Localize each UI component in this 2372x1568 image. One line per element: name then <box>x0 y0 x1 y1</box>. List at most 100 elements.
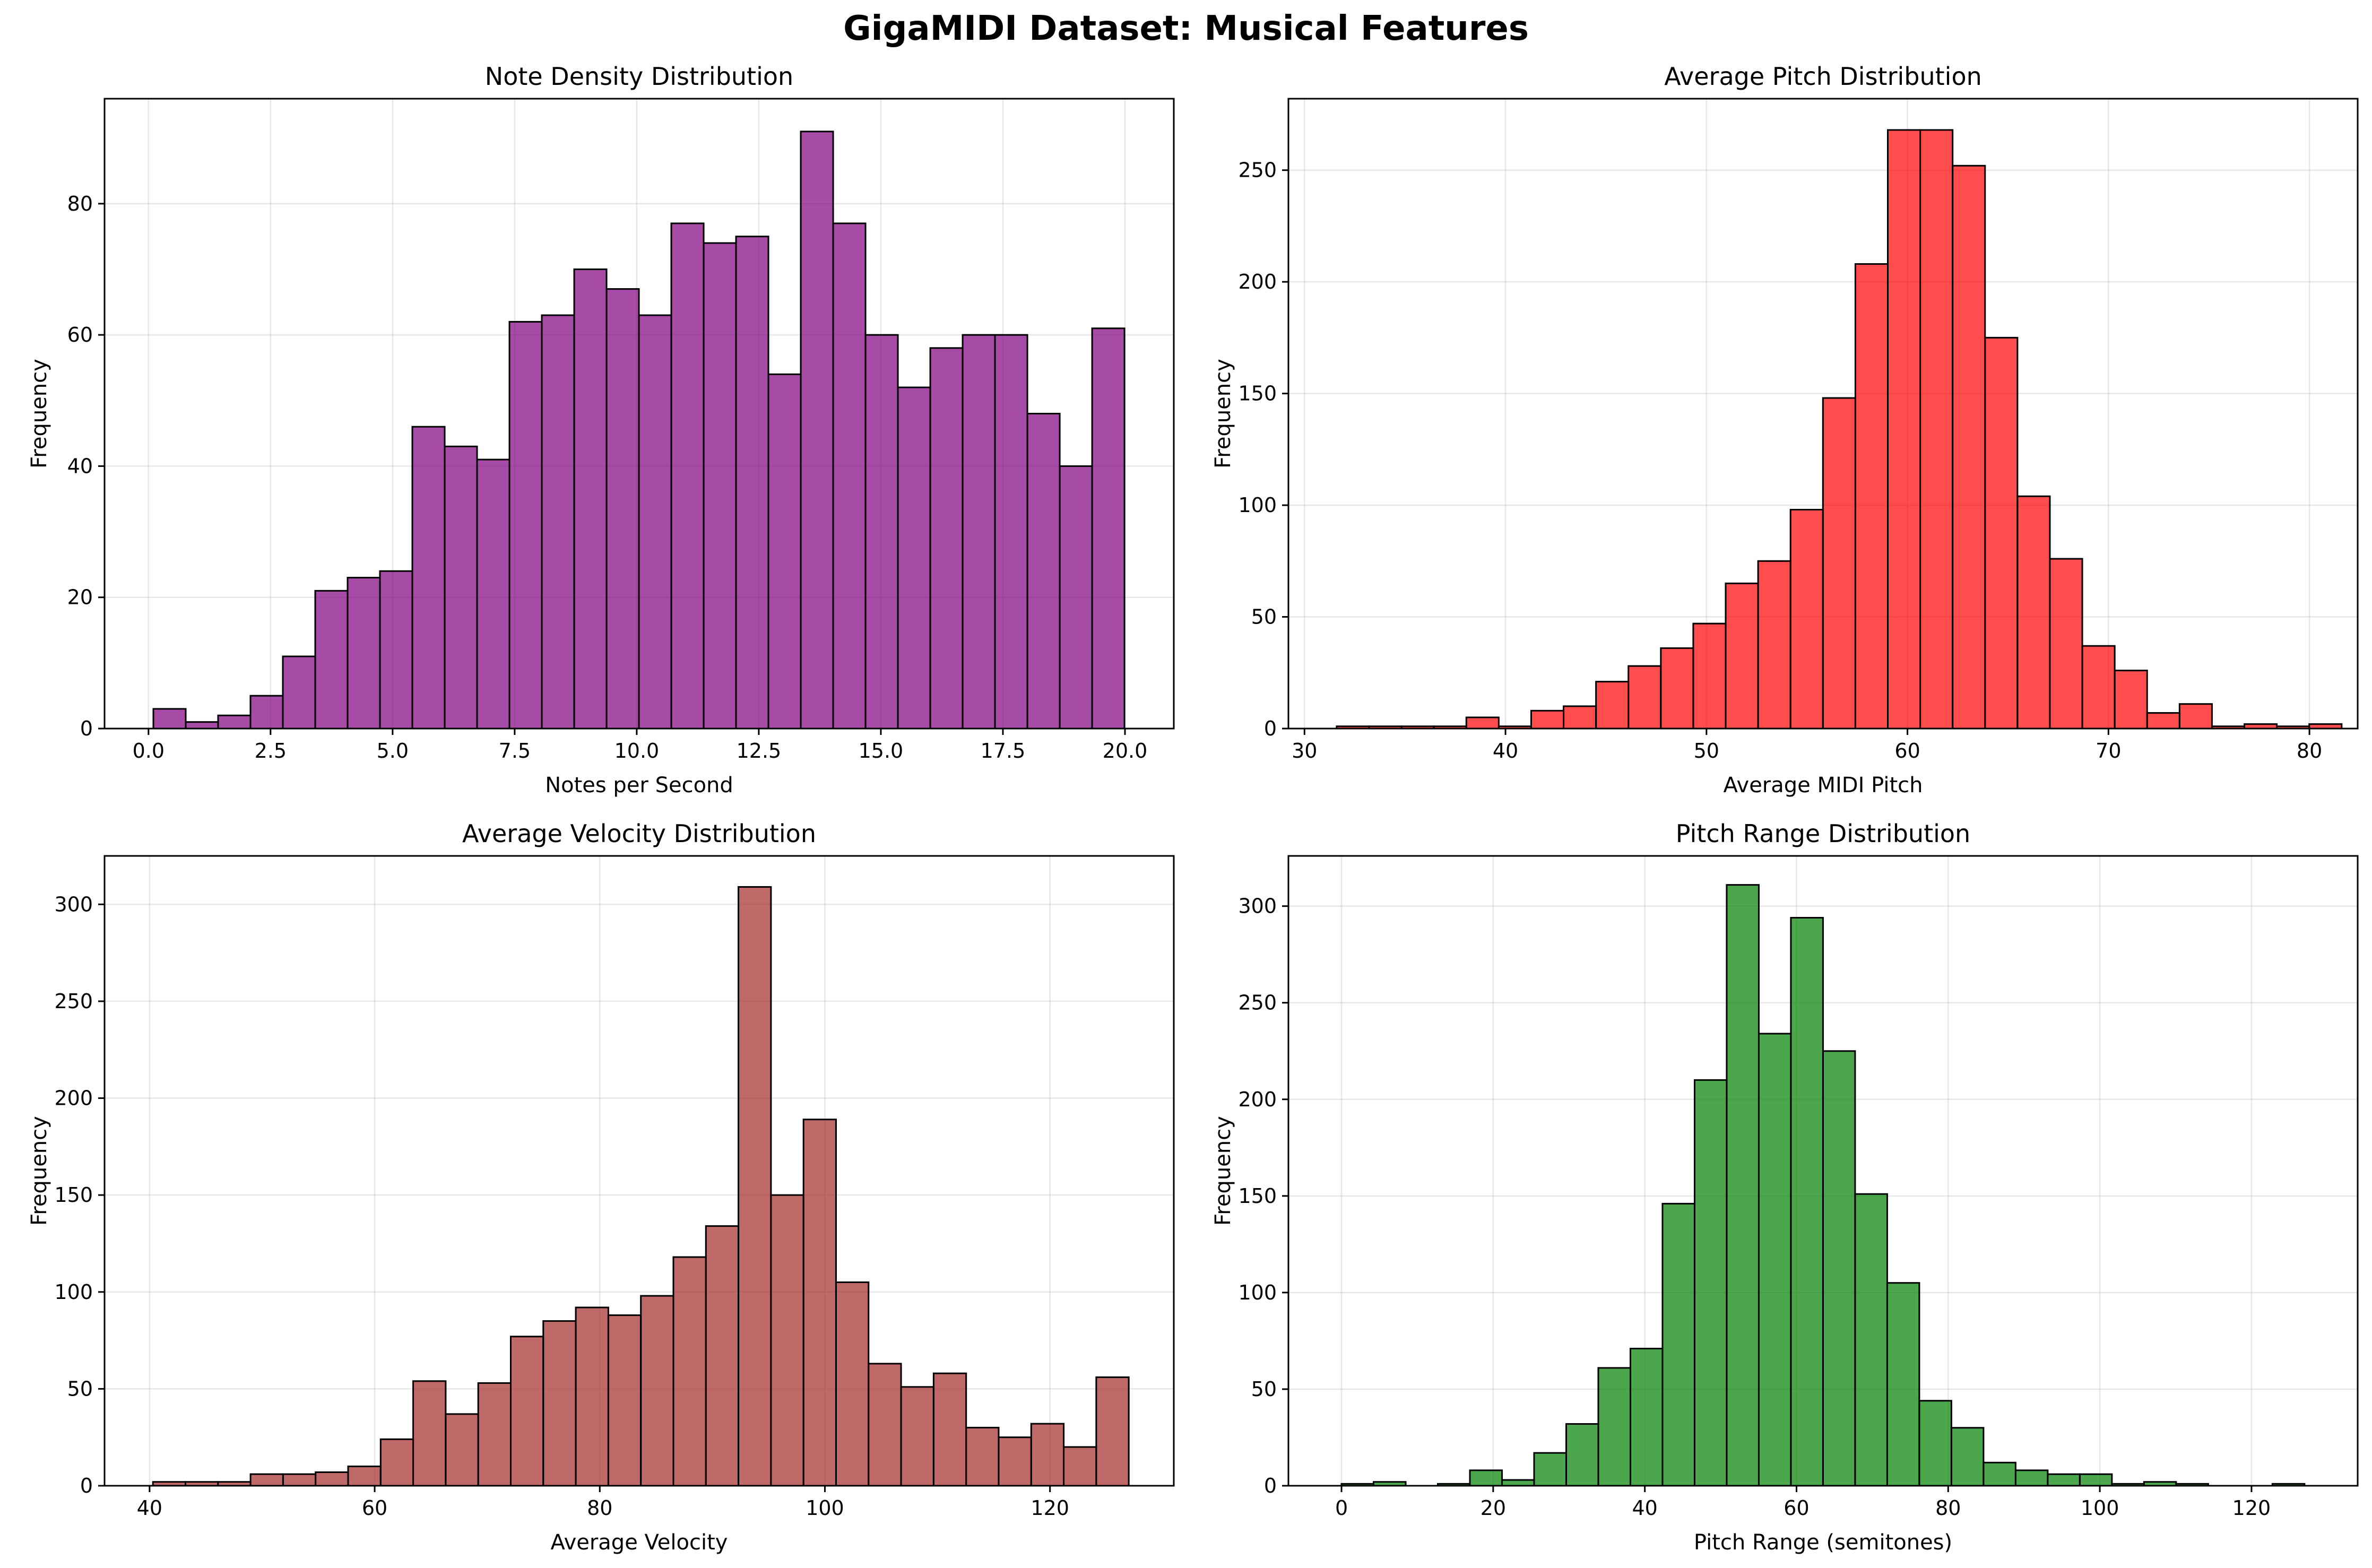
note-density-ytick-label: 0 <box>80 717 93 740</box>
note-density-bar <box>767 373 802 730</box>
pitch-range-bar <box>1661 1202 1695 1487</box>
pitch-range-bar <box>1533 1452 1567 1487</box>
average-velocity-bar <box>575 1306 609 1487</box>
average-velocity-ytick-label: 150 <box>54 1183 93 1207</box>
average-velocity-bar <box>445 1413 479 1487</box>
pitch-range-chart: 0 20 40 60 80 100 120 0 50 100 150 200 250 300 Pitch R… <box>1211 819 2359 1555</box>
note-density-xtick-label: 5.0 <box>377 739 409 763</box>
pitch-range-bar <box>1886 1282 1920 1487</box>
average-velocity-bar <box>802 1119 837 1487</box>
average-pitch-bar <box>1465 716 1500 730</box>
average-velocity-ytick-label: 300 <box>54 893 93 916</box>
average-velocity-bar <box>607 1314 642 1487</box>
average-velocity-bar <box>900 1386 934 1487</box>
pitch-range-ylabel: Frequency <box>1211 1116 1235 1226</box>
average-pitch-ytick-label: 250 <box>1238 159 1277 182</box>
note-density-bar <box>994 334 1028 730</box>
average-pitch-bar <box>1563 705 1597 730</box>
note-density-bar <box>444 445 478 730</box>
average-pitch-bar <box>2016 495 2051 730</box>
note-density-ytick-label: 40 <box>67 454 93 478</box>
average-pitch-bar <box>2178 703 2213 730</box>
average-velocity-bar <box>770 1194 804 1487</box>
average-pitch-bar <box>2114 670 2148 730</box>
pitch-range-bar <box>1918 1400 1952 1487</box>
average-velocity-bar <box>1063 1446 1097 1487</box>
average-velocity-chart: 40 60 80 100 120 0 50 100 150 200 250 300 Average Ve… <box>27 819 1175 1555</box>
note-density-bar <box>152 708 187 730</box>
average-pitch-xtick-label: 40 <box>1493 739 1518 763</box>
average-velocity-ytick-label: 100 <box>54 1280 93 1304</box>
average-velocity-bar <box>379 1438 414 1487</box>
average-pitch-xtick-label: 80 <box>2297 739 2322 763</box>
average-pitch-bar <box>1530 709 1565 730</box>
pitch-range-ytick-label: 50 <box>1251 1378 1277 1401</box>
average-velocity-bar <box>347 1465 382 1487</box>
pitch-range-bar <box>1790 917 1824 1487</box>
average-velocity-bar <box>965 1426 1000 1487</box>
note-density-xtick-label: 0.0 <box>133 739 165 763</box>
average-velocity-ytick-label: 200 <box>54 1087 93 1110</box>
average-pitch-title: Average Pitch Distribution <box>1664 62 1982 91</box>
average-pitch-bar <box>1854 263 1889 730</box>
average-velocity-bar <box>835 1281 870 1487</box>
note-density-xlabel: Notes per Second <box>545 773 733 798</box>
pitch-range-bar <box>1726 884 1760 1487</box>
average-pitch-bar <box>1692 622 1727 730</box>
average-pitch-bar <box>1757 560 1791 730</box>
average-velocity-bar <box>932 1372 967 1487</box>
note-density-axes-frame <box>103 98 1175 730</box>
pitch-range-axes-frame <box>1287 855 2359 1487</box>
average-pitch-bar <box>2081 645 2116 730</box>
average-velocity-axes-frame <box>103 855 1175 1487</box>
note-density-ytick-label: 20 <box>67 586 93 609</box>
average-pitch-bar <box>1595 681 1630 730</box>
pitch-range-xtick-label: 100 <box>2081 1496 2119 1520</box>
pitch-range-bar <box>2079 1473 2113 1487</box>
note-density-bar <box>1091 327 1126 730</box>
average-velocity-bar <box>868 1363 902 1487</box>
pitch-range-bar <box>1693 1079 1728 1487</box>
average-velocity-bar <box>282 1473 317 1487</box>
note-density-xtick-label: 10.0 <box>614 739 660 763</box>
note-density-bar <box>929 347 964 730</box>
average-velocity-bar <box>1030 1423 1065 1487</box>
note-density-bar <box>800 131 834 730</box>
pitch-range-ytick-label: 200 <box>1238 1088 1277 1111</box>
average-pitch-bar <box>1952 164 1986 730</box>
average-pitch-ytick-label: 50 <box>1251 605 1277 629</box>
average-velocity-bar <box>738 886 772 1487</box>
average-pitch-bar <box>1984 336 2019 730</box>
pitch-range-xtick-label: 60 <box>1784 1496 1809 1520</box>
note-density-ytick-label: 60 <box>67 323 93 346</box>
average-pitch-bar <box>1627 665 1662 730</box>
average-velocity-xtick-label: 40 <box>137 1496 162 1520</box>
pitch-range-bar <box>1983 1461 2016 1487</box>
average-pitch-xtick-label: 50 <box>1694 739 1719 763</box>
average-pitch-xtick-label: 70 <box>2096 739 2121 763</box>
note-density-bar <box>735 236 769 730</box>
note-density-bar <box>962 334 996 730</box>
pitch-range-bar <box>1854 1193 1888 1487</box>
average-pitch-bar <box>2146 712 2180 730</box>
pitch-range-xtick-label: 20 <box>1481 1496 1506 1520</box>
note-density-bar <box>411 426 446 730</box>
pitch-range-bar <box>1597 1367 1631 1487</box>
average-pitch-ytick-label: 0 <box>1264 717 1277 740</box>
note-density-bar <box>476 458 510 730</box>
note-density-xtick-label: 12.5 <box>737 739 782 763</box>
note-density-xtick-label: 17.5 <box>981 739 1026 763</box>
average-velocity-bar <box>477 1382 512 1487</box>
note-density-bar <box>573 268 608 730</box>
note-density-xtick-label: 2.5 <box>255 739 287 763</box>
average-pitch-chart: 30 40 50 60 70 80 0 50 100 150 200 250 Average Pitch… <box>1211 62 2359 798</box>
average-pitch-xtick-label: 60 <box>1894 739 1920 763</box>
note-density-bar <box>897 386 931 730</box>
average-velocity-ytick-label: 50 <box>67 1377 93 1400</box>
average-velocity-bar <box>672 1256 707 1487</box>
average-pitch-xlabel: Average MIDI Pitch <box>1724 773 1923 798</box>
pitch-range-xtick-label: 80 <box>1935 1496 1961 1520</box>
average-velocity-xtick-label: 100 <box>806 1496 844 1520</box>
note-density-bar <box>832 222 867 730</box>
